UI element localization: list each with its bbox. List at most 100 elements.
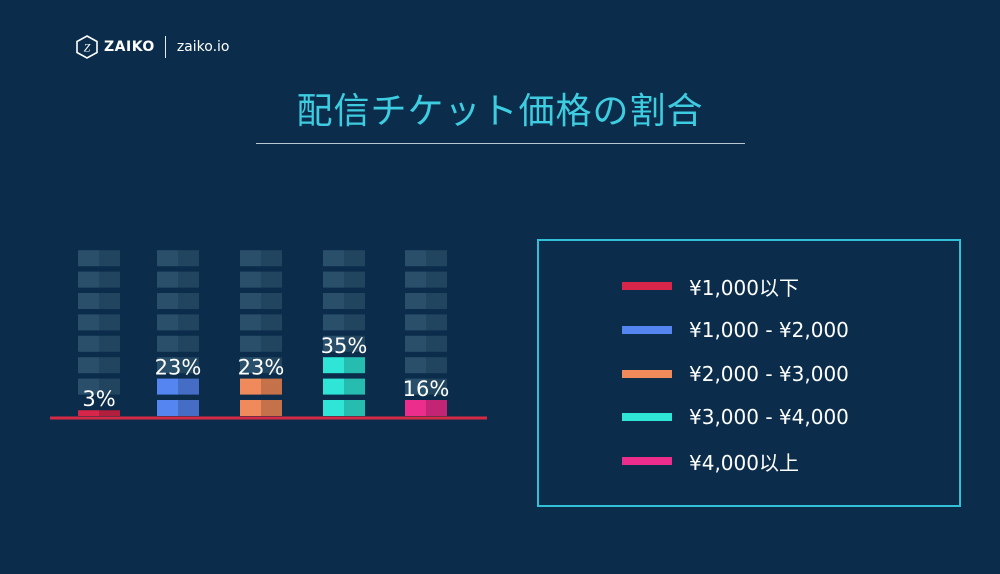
brand-name: ZAIKO [104, 39, 155, 55]
bar-block [157, 378, 178, 395]
bar-block [240, 400, 261, 416]
bar-block [157, 314, 178, 331]
bar-block [78, 293, 99, 309]
bar-block [78, 250, 99, 267]
bar-block [157, 357, 178, 374]
brand-domain: zaiko.io [176, 39, 230, 55]
zaiko-logo-icon: Z [76, 35, 98, 59]
bar-block [178, 271, 199, 288]
bar-block [78, 410, 99, 416]
chart-legend: ¥1,000以下 ¥1,000 - ¥2,000 ¥2,000 - ¥3,000 ¥3… [537, 239, 961, 507]
legend-label: ¥1,000 - ¥2,000 [689, 318, 849, 342]
svg-text:Z: Z [84, 41, 91, 55]
bar-block [99, 314, 120, 331]
bar-value-label: 35% [321, 334, 368, 358]
bar-block [240, 293, 261, 309]
bar-block [99, 357, 120, 374]
legend-label: ¥2,000 - ¥3,000 [689, 362, 849, 386]
bar-block [157, 335, 178, 352]
bar-block [323, 293, 344, 309]
bar-block [178, 314, 199, 331]
title-underline [256, 143, 745, 144]
bar-block [323, 314, 344, 331]
bar-block [344, 357, 365, 374]
bar-block [178, 250, 199, 267]
bar-block [99, 250, 120, 267]
bar-block [344, 400, 365, 416]
bar-block [240, 357, 261, 374]
bar-block [323, 271, 344, 288]
legend-item: ¥1,000 - ¥2,000 [622, 318, 849, 342]
bar-block [78, 271, 99, 288]
bar-block [261, 335, 282, 352]
bar-block [178, 293, 199, 309]
bar-block [323, 357, 344, 374]
bar-value-label: 23% [155, 356, 202, 380]
chart-title: 配信チケット価格の割合 [296, 91, 704, 132]
legend-swatch [622, 370, 672, 378]
bar-block [240, 314, 261, 331]
bar-block [178, 400, 199, 416]
bar-block [157, 293, 178, 309]
bar-block [99, 378, 120, 395]
bar-block [261, 293, 282, 309]
bar-block [178, 357, 199, 374]
bar-block [344, 314, 365, 331]
bar-block [344, 250, 365, 267]
bar-block [157, 400, 178, 416]
legend-label: ¥1,000以下 [689, 275, 799, 300]
bar-block [323, 250, 344, 267]
bar-block [99, 293, 120, 309]
bar-block [240, 250, 261, 267]
bar-block [261, 378, 282, 395]
bar-block [240, 271, 261, 288]
bar-block [344, 335, 365, 352]
bar-block [261, 314, 282, 331]
bar-block [426, 250, 447, 267]
bar-block [178, 335, 199, 352]
brand-divider [164, 36, 166, 58]
legend-label: ¥3,000 - ¥4,000 [689, 405, 849, 429]
bar-block [323, 335, 344, 352]
bar-block [78, 378, 99, 395]
bar-block [261, 357, 282, 374]
bar-block [344, 271, 365, 288]
bar-block [323, 378, 344, 395]
legend-swatch [622, 457, 672, 465]
bar-block [99, 410, 120, 416]
bar-block [99, 271, 120, 288]
legend-label: ¥4,000以上 [689, 450, 799, 475]
bar-value-label: 16% [403, 377, 450, 401]
legend-swatch [622, 413, 672, 421]
bar-block [344, 378, 365, 395]
bar-block [426, 357, 447, 374]
bar-block [405, 314, 426, 331]
bar-block [426, 314, 447, 331]
brand: Z ZAIKO zaiko.io [76, 34, 229, 60]
legend-swatch [622, 282, 672, 290]
bar-block [426, 335, 447, 352]
legend-item: ¥3,000 - ¥4,000 [622, 405, 849, 429]
bar-value-label: 3% [82, 387, 115, 411]
legend-item: ¥2,000 - ¥3,000 [622, 362, 849, 386]
legend-item: ¥1,000以下 [622, 274, 799, 300]
bar-block [78, 357, 99, 374]
legend-swatch [622, 326, 672, 334]
bar-block [405, 378, 426, 395]
bar-block [261, 400, 282, 416]
bar-block [78, 314, 99, 331]
bar-block [157, 250, 178, 267]
bar-block [99, 335, 120, 352]
bar-block [405, 400, 426, 416]
bar-block [261, 250, 282, 267]
bar-block [405, 250, 426, 267]
bar-block [426, 271, 447, 288]
bar-block [178, 378, 199, 395]
bar-block [344, 293, 365, 309]
bar-block [405, 335, 426, 352]
bar-block [405, 293, 426, 309]
bar-block [426, 378, 447, 395]
bar-block [240, 378, 261, 395]
bar-block [157, 271, 178, 288]
